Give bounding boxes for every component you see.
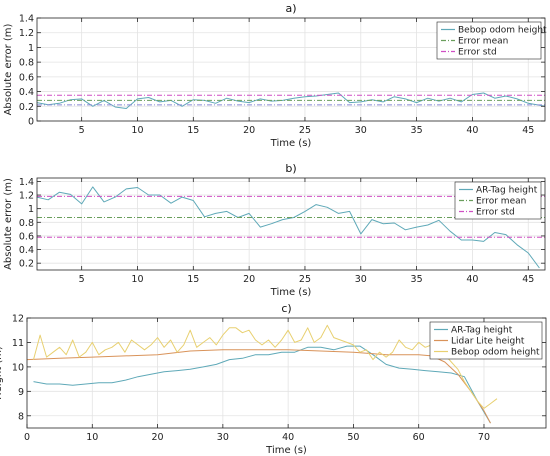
- x-tick-label: 25: [299, 125, 311, 136]
- x-tick-label: 60: [413, 432, 425, 443]
- x-tick-label: 15: [187, 274, 199, 285]
- x-tick-label: 40: [282, 432, 294, 443]
- chart-panel-0: 5 10 15 20 25 30 35 40 45 0 0.2 0.4 0.6 0.8 1 1.2 1.4 a) T…: [3, 2, 547, 149]
- x-tick-label: 70: [478, 432, 490, 443]
- x-tick-label: 25: [299, 274, 311, 285]
- x-tick-label: 30: [217, 432, 229, 443]
- x-tick-label: 5: [79, 125, 85, 136]
- y-tick-label: 10: [12, 362, 24, 373]
- x-tick-label: 30: [355, 125, 367, 136]
- y-tick-label: 1.4: [19, 14, 34, 25]
- series-line-0: [36, 186, 540, 269]
- x-tick-label: 50: [347, 432, 359, 443]
- y-tick-label: 0: [28, 117, 34, 128]
- y-axis-label: Absolute error (m): [3, 23, 14, 115]
- y-tick-label: 0.6: [19, 231, 34, 242]
- x-tick-label: 40: [466, 125, 478, 136]
- x-tick-label: 0: [24, 432, 30, 443]
- y-tick-label: 1: [28, 43, 34, 54]
- x-tick-label: 15: [187, 125, 199, 136]
- y-tick-label: 1: [28, 204, 34, 215]
- x-tick-label: 20: [152, 432, 164, 443]
- chart-panel-2: 0 10 20 30 40 50 60 70 8 9 10 11 12 c) Time (s) Height …: [0, 302, 547, 456]
- y-tick-label: 12: [12, 314, 24, 325]
- y-tick-label: 1.4: [19, 177, 34, 188]
- y-tick-label: 0.8: [19, 58, 34, 69]
- legend-label: Error mean: [476, 197, 526, 207]
- chart-title: c): [281, 302, 291, 315]
- y-tick-label: 1.2: [19, 28, 34, 39]
- y-tick-label: 0.4: [19, 245, 34, 256]
- x-tick-label: 10: [86, 432, 98, 443]
- series-line-0: [36, 92, 546, 109]
- axes-frame: [36, 17, 546, 122]
- legend-label: AR-Tag height: [476, 186, 538, 196]
- y-tick-label: 8: [18, 411, 24, 422]
- x-tick-label: 10: [131, 274, 143, 285]
- legend-label: Error std: [476, 208, 515, 218]
- chart-title: b): [285, 162, 296, 175]
- series-line-1: [26, 349, 491, 424]
- axes-frame: [26, 317, 547, 429]
- y-tick-label: 9: [18, 387, 24, 398]
- x-tick-label: 45: [522, 274, 534, 285]
- legend-label: Lidar Lite height: [451, 337, 525, 347]
- y-tick-label: 0.8: [19, 218, 34, 229]
- x-axis-label: Time (s): [265, 445, 307, 456]
- legend-label: Bebop odom height: [458, 26, 547, 36]
- series-line-2: [33, 324, 498, 409]
- y-axis-label: Absolute error (m): [3, 178, 14, 270]
- x-tick-label: 40: [466, 274, 478, 285]
- x-tick-label: 45: [522, 125, 534, 136]
- x-axis-label: Time (s): [270, 287, 312, 298]
- x-tick-label: 35: [411, 125, 423, 136]
- x-tick-label: 35: [411, 274, 423, 285]
- y-tick-label: 0.2: [19, 259, 34, 270]
- legend-box: [429, 321, 543, 360]
- y-axis-label: Height (m): [0, 346, 4, 400]
- x-tick-label: 30: [355, 274, 367, 285]
- legend-label: Error mean: [458, 37, 508, 47]
- y-tick-label: 1.2: [19, 191, 34, 202]
- y-tick-label: 11: [12, 338, 24, 349]
- y-tick-label: 0.6: [19, 72, 34, 83]
- y-tick-label: 0.2: [19, 102, 34, 113]
- chart-panel-1: 5 10 15 20 25 30 35 40 45 0.2 0.4 0.6 0.8 1 1.2 1.4 b) Ti…: [3, 162, 546, 298]
- x-tick-label: 10: [131, 125, 143, 136]
- series-line-0: [33, 345, 491, 424]
- x-axis-label: Time (s): [270, 138, 312, 149]
- axes-frame: [36, 177, 546, 271]
- legend-label: Error std: [458, 48, 497, 58]
- x-tick-label: 20: [243, 125, 255, 136]
- legend-label: Bebop odom height: [451, 348, 540, 358]
- x-tick-label: 20: [243, 274, 255, 285]
- x-tick-label: 5: [79, 274, 85, 285]
- y-tick-label: 0.4: [19, 87, 34, 98]
- legend-label: AR-Tag height: [451, 326, 513, 336]
- chart-title: a): [285, 2, 296, 15]
